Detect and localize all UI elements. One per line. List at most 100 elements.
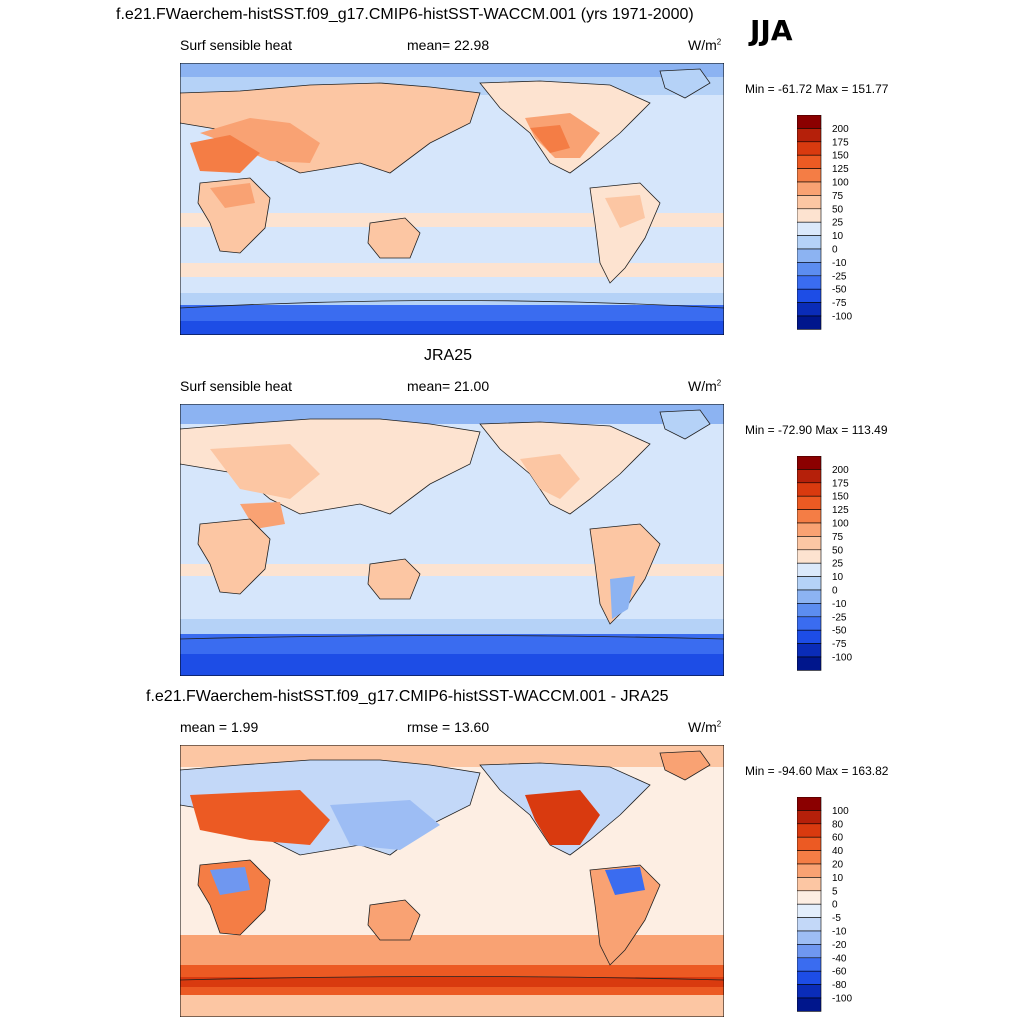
colorbar-swatch [797,603,822,618]
colorbar-swatch [797,128,822,143]
colorbar-swatch [797,863,822,878]
colorbar-swatch [797,262,822,277]
colorbar-swatch [797,235,822,250]
panel3-colorbar: 100 80 60 40 20 10 5 0 -5 -10 -20 -40 -60 -80 -100 [797,797,852,1012]
colorbar-swatch [797,536,822,551]
colorbar-label: 5 [832,886,838,897]
colorbar-swatch [797,168,822,183]
colorbar-label: 50 [832,204,844,215]
colorbar-label: 175 [832,478,849,489]
colorbar-swatch [797,248,822,263]
colorbar-label: 25 [832,218,844,229]
colorbar-label: -10 [832,599,847,610]
colorbar-label: 50 [832,545,844,556]
colorbar-swatch [797,221,822,236]
panel1-units: W/m2 [688,37,722,53]
colorbar-label: 0 [832,586,838,597]
panel3-map [180,745,724,1017]
panel2-units: W/m2 [688,378,722,394]
panel2-title: JRA25 [424,347,473,364]
colorbar-swatch [797,944,822,959]
panel1-mean-label: mean= 22.98 [407,37,490,53]
colorbar-label: -80 [832,980,847,991]
colorbar-swatch [797,195,822,210]
colorbar-label: -10 [832,927,847,938]
colorbar-swatch [797,656,822,671]
panel1-variable-label: Surf sensible heat [180,37,293,53]
panel1-title: f.e21.FWaerchem-histSST.f09_g17.CMIP6-hi… [116,6,694,23]
colorbar-swatch [797,549,822,564]
colorbar-swatch [797,890,822,905]
colorbar-swatch [797,509,822,524]
panel3-title: f.e21.FWaerchem-histSST.f09_g17.CMIP6-hi… [146,688,669,705]
colorbar-label: 75 [832,532,844,543]
colorbar-label: 100 [832,519,849,530]
colorbar-swatch [797,288,822,303]
colorbar-swatch [797,141,822,156]
colorbar-swatch [797,589,822,604]
colorbar-swatch [797,797,822,811]
colorbar-label: -10 [832,258,847,269]
colorbar-label: 0 [832,900,838,911]
colorbar-label: -100 [832,653,852,664]
colorbar-label: -100 [832,312,852,323]
colorbar-label: -25 [832,612,847,623]
colorbar-swatch [797,810,822,825]
season-label: JJA [750,14,793,47]
colorbar-label: -40 [832,953,847,964]
panel3-mean-label: mean = 1.99 [180,719,259,735]
colorbar-label: -60 [832,967,847,978]
colorbar-swatch [797,903,822,918]
colorbar-label: -50 [832,285,847,296]
panel3-rmse-label: rmse = 13.60 [407,719,490,735]
colorbar-swatch [797,208,822,223]
colorbar-swatch [797,315,822,330]
colorbar-swatch [797,275,822,290]
colorbar-label: -75 [832,639,847,650]
colorbar-label: 125 [832,505,849,516]
colorbar-label: 200 [832,465,849,476]
colorbar-label: -100 [832,994,852,1005]
colorbar-label: 10 [832,572,844,583]
colorbar-swatch [797,984,822,999]
colorbar-swatch [797,957,822,972]
colorbar-label: -20 [832,940,847,951]
colorbar-label: 100 [832,178,849,189]
colorbar-label: -5 [832,913,841,924]
colorbar-label: 60 [832,833,844,844]
panel2-variable-label: Surf sensible heat [180,378,293,394]
colorbar-label: 175 [832,137,849,148]
colorbar-swatch [797,850,822,865]
colorbar-swatch [797,836,822,851]
colorbar-swatch [797,877,822,892]
colorbar-swatch [797,522,822,537]
colorbar-label: 80 [832,819,844,830]
colorbar-label: 100 [832,806,849,817]
colorbar-swatch [797,302,822,317]
colorbar-label: 75 [832,191,844,202]
colorbar-swatch [797,616,822,631]
colorbar-label: 20 [832,860,844,871]
colorbar-label: 125 [832,164,849,175]
colorbar-label: 40 [832,846,844,857]
colorbar-swatch [797,562,822,577]
colorbar-swatch [797,823,822,838]
colorbar-label: 10 [832,873,844,884]
colorbar-swatch [797,997,822,1012]
colorbar-label: 10 [832,231,844,242]
colorbar-swatch [797,181,822,196]
panel3-minmax: Min = -94.60 Max = 163.82 [745,764,889,778]
colorbar-swatch [797,643,822,658]
colorbar-swatch [797,154,822,169]
colorbar-swatch [797,629,822,644]
colorbar-label: 25 [832,559,844,570]
colorbar-label: -50 [832,626,847,637]
panel2-minmax: Min = -72.90 Max = 113.49 [745,423,888,437]
colorbar-swatch [797,576,822,591]
colorbar-swatch [797,930,822,945]
colorbar-label: 150 [832,492,849,503]
colorbar-label: 200 [832,124,849,135]
colorbar-swatch [797,456,822,470]
